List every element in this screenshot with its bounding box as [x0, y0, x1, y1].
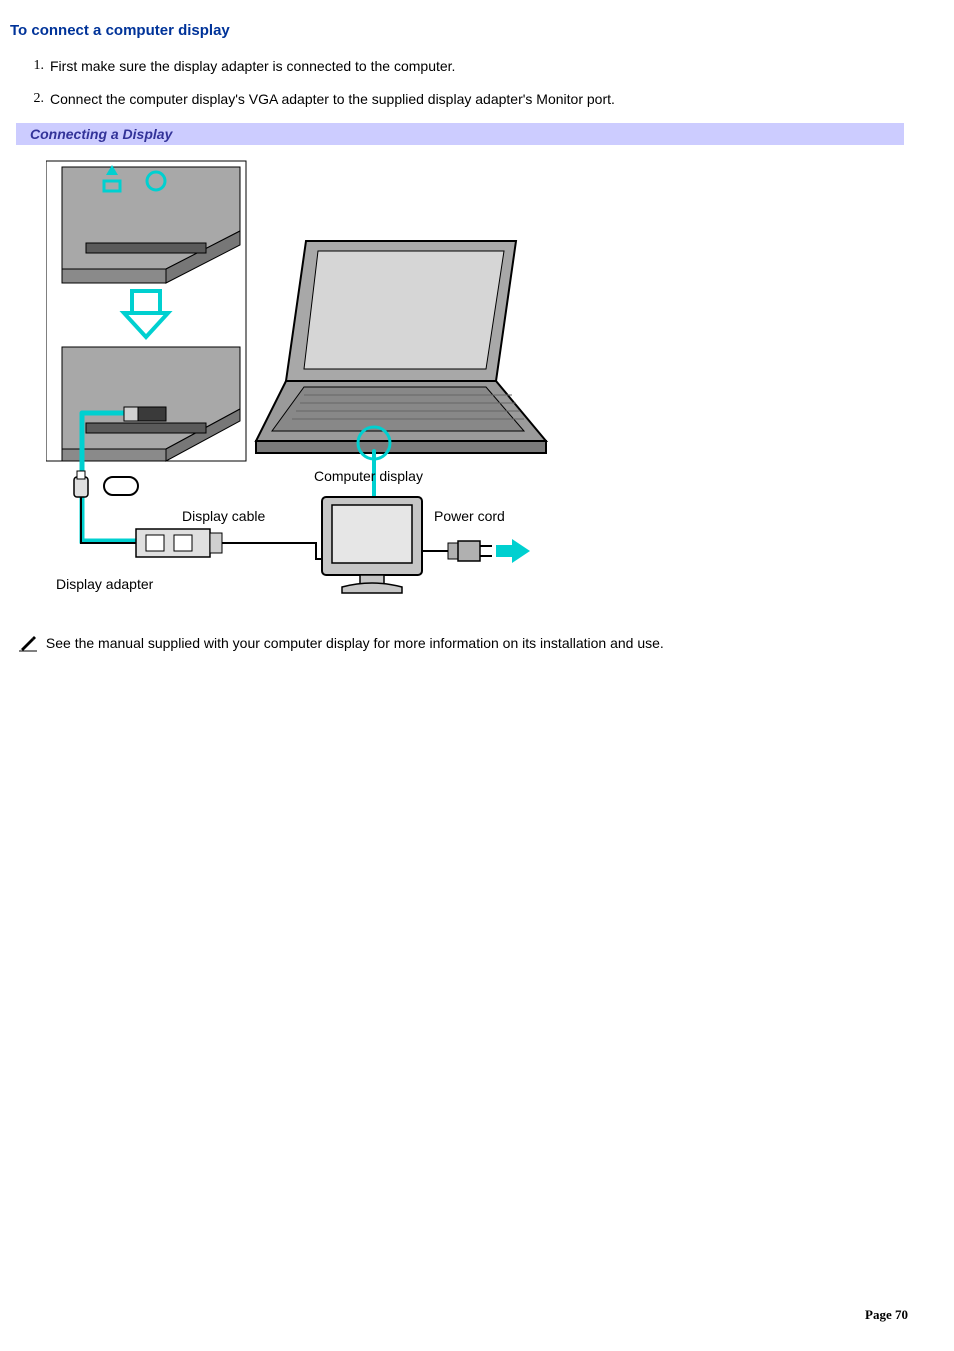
step-item: 2. Connect the computer display's VGA ad… — [50, 90, 944, 109]
figure-caption: Connecting a Display — [30, 126, 172, 142]
page-number: Page 70 — [865, 1307, 908, 1323]
figure-caption-bar: Connecting a Display — [16, 123, 904, 145]
connection-diagram: Computer display Display cable — [46, 151, 944, 616]
step-number: 2. — [22, 90, 44, 109]
section-title: To connect a computer display — [10, 22, 944, 39]
step-number: 1. — [22, 57, 44, 76]
step-item: 1. First make sure the display adapter i… — [50, 57, 944, 76]
step-text: Connect the computer display's VGA adapt… — [50, 91, 615, 107]
label-power-cord: Power cord — [434, 508, 505, 524]
page-container: To connect a computer display 1. First m… — [0, 0, 954, 1351]
step-text: First make sure the display adapter is c… — [50, 58, 455, 74]
label-display-cable: Display cable — [182, 508, 265, 524]
note-icon — [18, 635, 46, 651]
steps-list: 1. First make sure the display adapter i… — [10, 57, 944, 109]
label-computer-display: Computer display — [314, 468, 423, 484]
note-row: See the manual supplied with your comput… — [18, 634, 944, 652]
note-text: See the manual supplied with your comput… — [46, 635, 664, 651]
label-display-adapter: Display adapter — [56, 576, 154, 592]
